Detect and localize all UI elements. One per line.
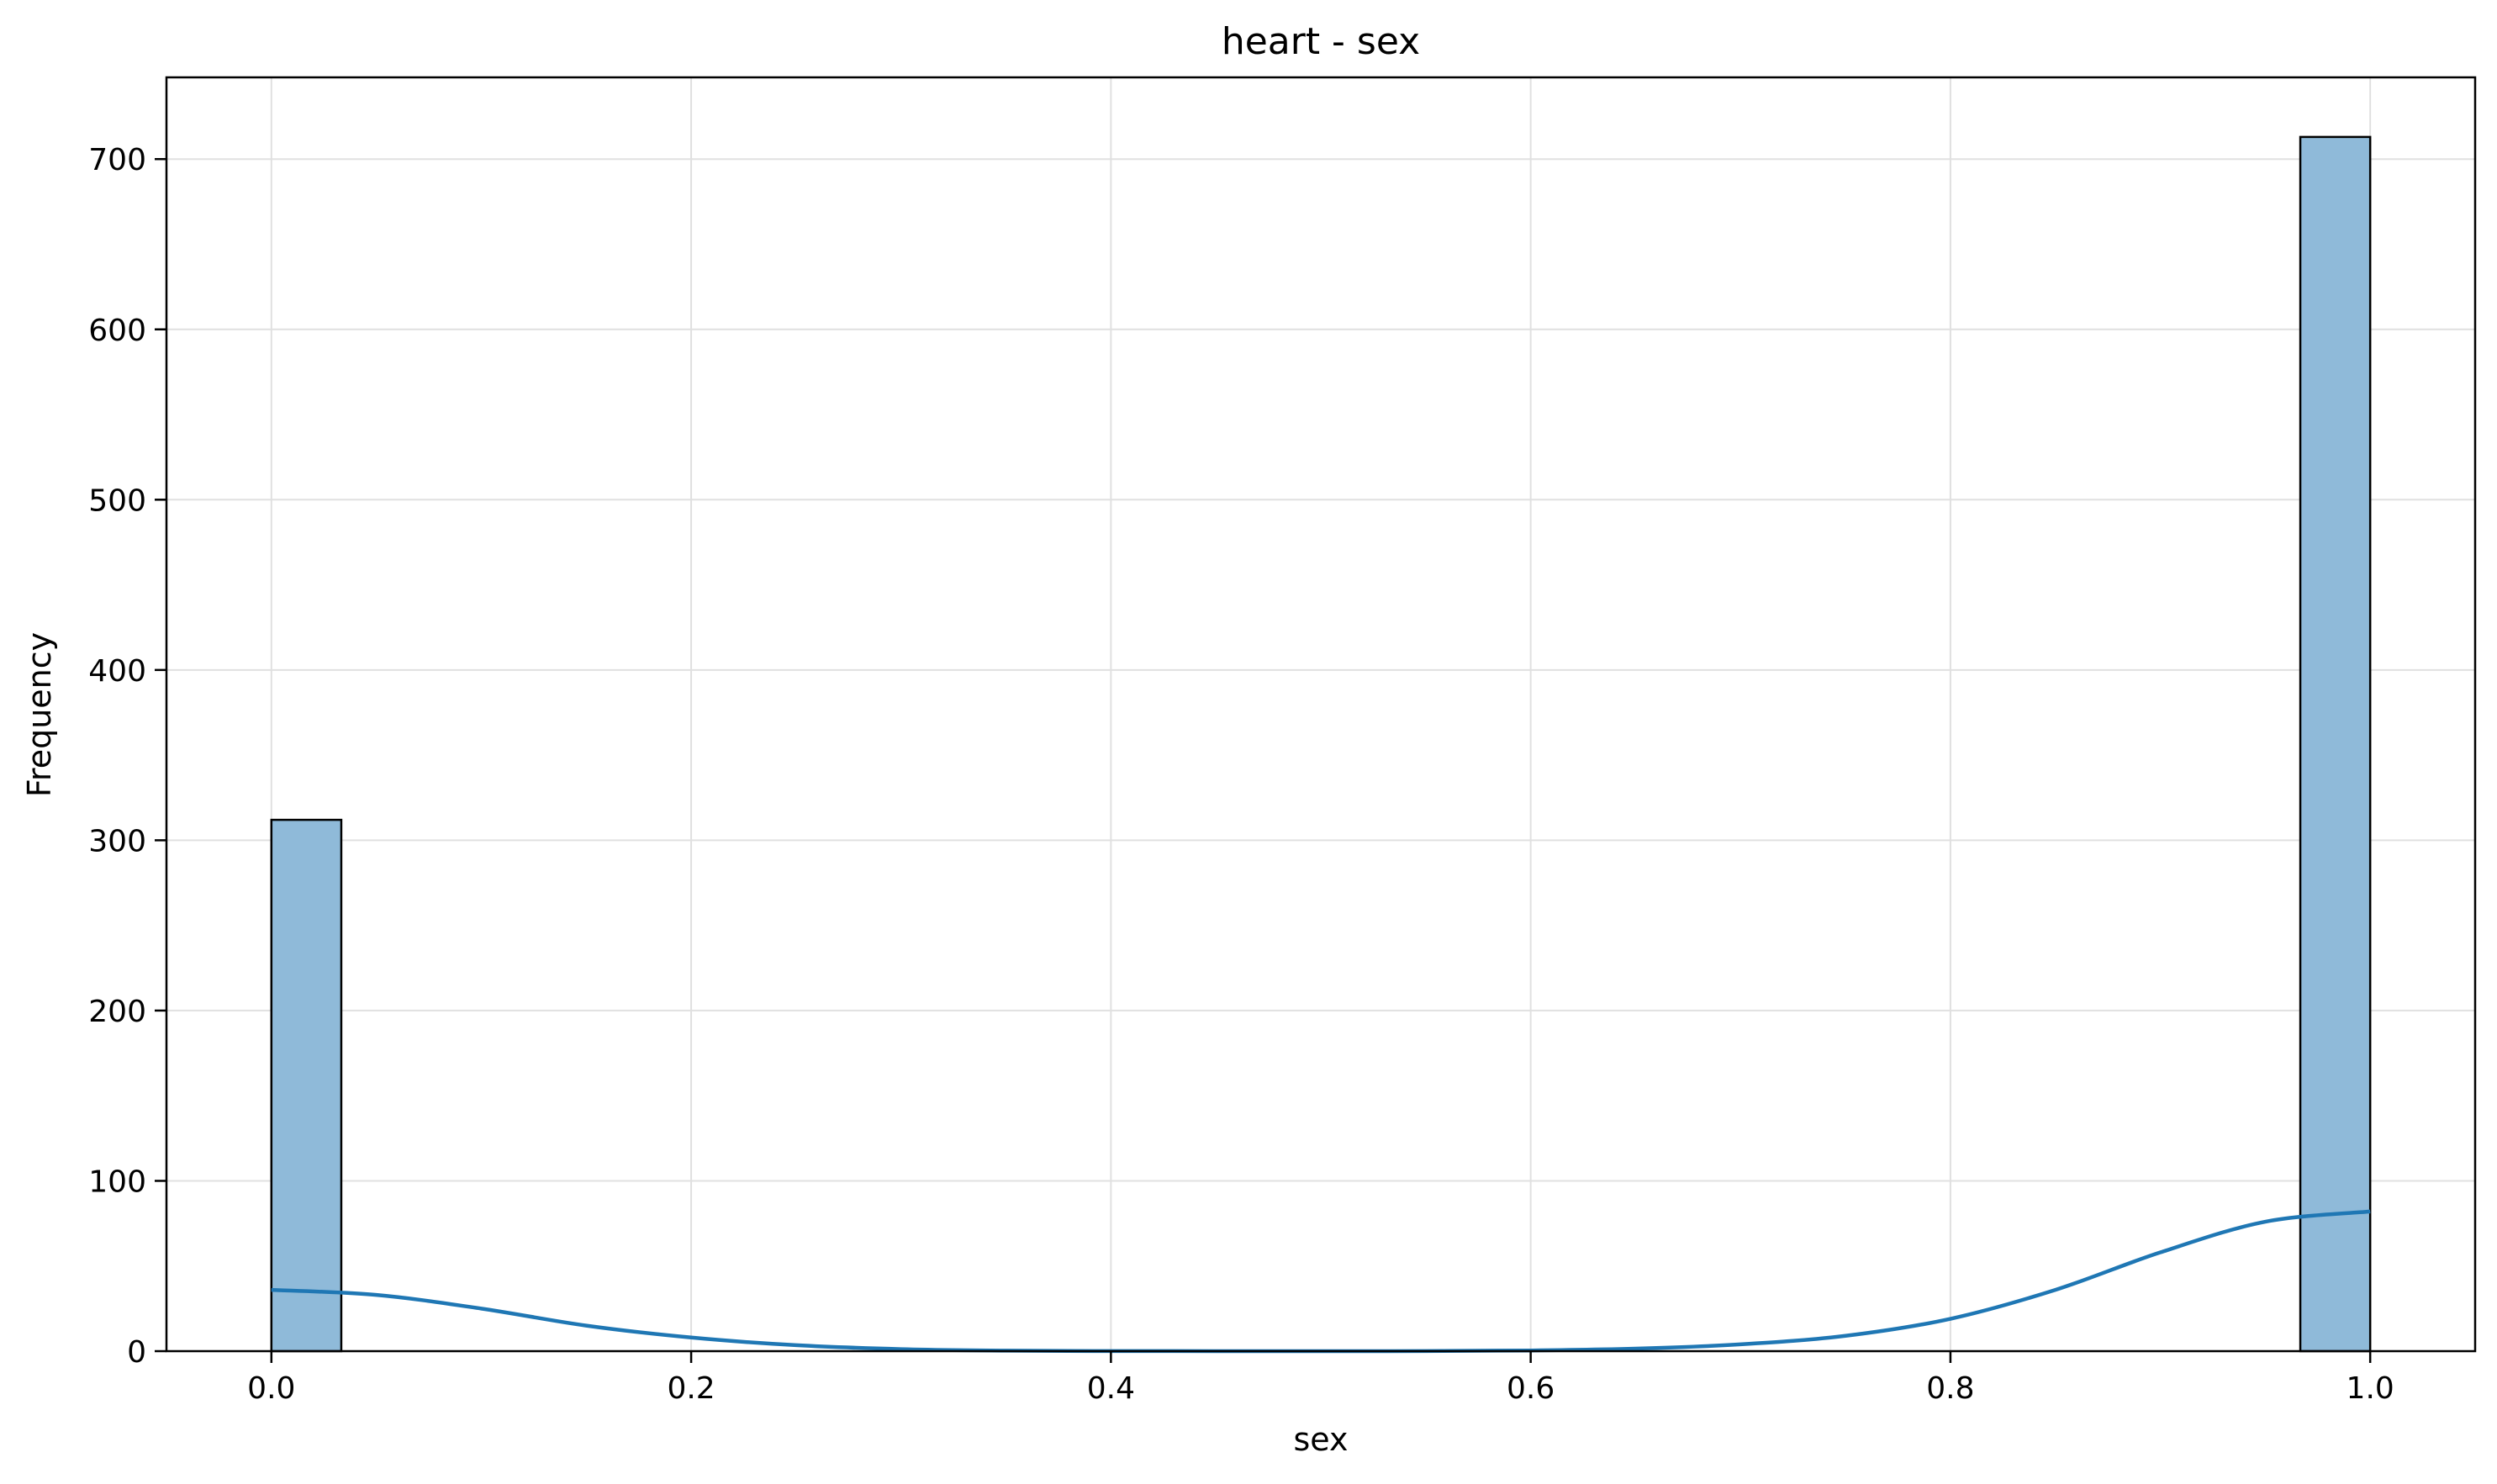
x-tick-label: 0.0 [247,1371,295,1406]
y-tick-label: 700 [88,143,146,177]
y-axis-label: Frequency [21,632,58,797]
y-tick-label: 0 [127,1335,146,1370]
x-axis-ticks: 0.0 0.2 0.4 0.6 0.8 1.0 [247,1351,2394,1406]
histogram-bars [270,135,2372,1353]
x-tick-label: 0.2 [667,1371,715,1406]
y-axis-ticks: 0 100 200 300 400 500 600 700 [88,143,166,1370]
x-tick-label: 1.0 [2347,1371,2394,1406]
histogram-bar [270,818,343,1353]
y-tick-label: 100 [88,1164,146,1199]
y-tick-label: 300 [88,824,146,858]
plot-frame [165,76,2477,1353]
y-tick-label: 400 [88,654,146,689]
histogram-bar [2299,135,2372,1353]
y-tick-label: 200 [88,995,146,1029]
y-tick-label: 600 [88,314,146,348]
x-tick-label: 0.8 [1926,1371,1974,1406]
chart-title: heart - sex [1222,20,1420,63]
y-tick-label: 500 [88,483,146,518]
x-axis-label: sex [1294,1421,1349,1458]
x-tick-label: 0.4 [1087,1371,1135,1406]
x-tick-label: 0.6 [1507,1371,1555,1406]
